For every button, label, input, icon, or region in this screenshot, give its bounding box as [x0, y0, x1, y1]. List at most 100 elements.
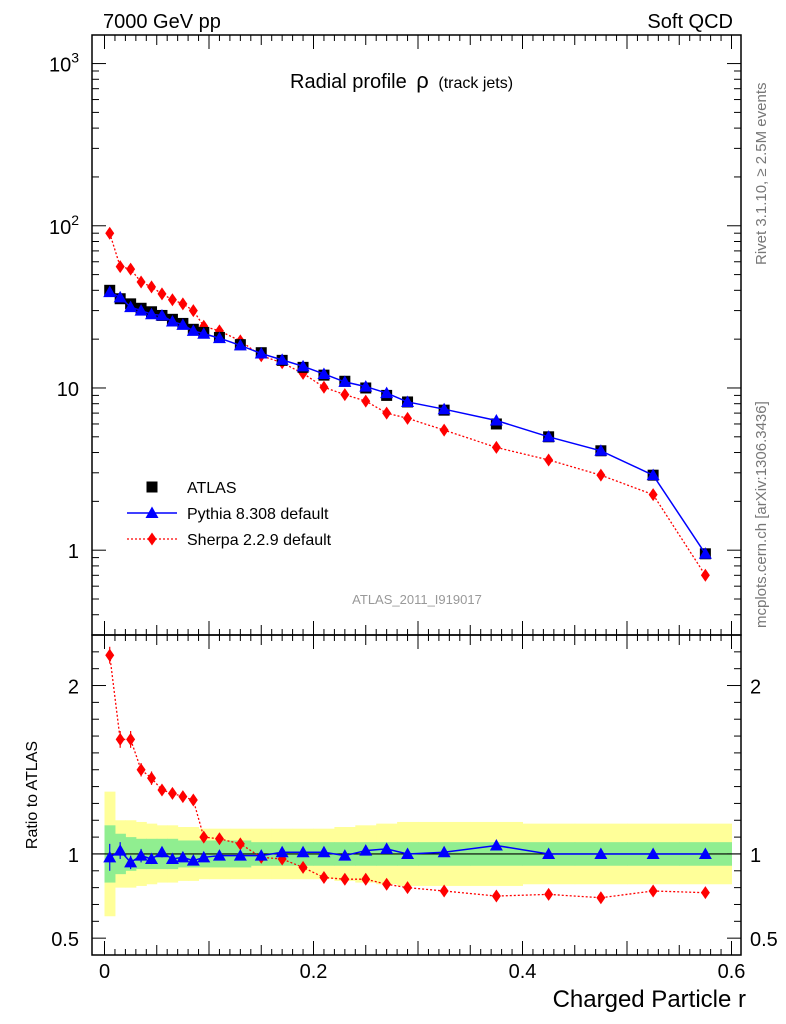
ratio-sherpa-point: [136, 763, 146, 777]
ratio-sherpa-point: [105, 648, 115, 662]
pythia-point: [359, 380, 373, 392]
ratio-pythia-point: [212, 849, 226, 861]
sherpa-point: [147, 280, 157, 294]
ratio-sherpa-point: [188, 793, 198, 807]
pythia-point: [698, 547, 712, 559]
pythia-point: [113, 290, 127, 303]
x-tick-label: 0.2: [300, 961, 328, 983]
pythia-point: [176, 318, 190, 330]
pythia-point: [489, 414, 503, 426]
ratio-y-tick-label: 1: [68, 845, 79, 867]
side-label-top: Rivet 3.1.10, ≥ 2.5M events: [753, 83, 770, 266]
ratio-sherpa-point: [596, 891, 606, 905]
ratio-y-axis: 0.5 0.5 1 1 2 2: [51, 634, 778, 956]
ratio-pythia-point: [646, 847, 660, 859]
ratio-sherpa-point: [199, 830, 209, 844]
analysis-ref: ATLAS_2011_I919017: [352, 592, 482, 607]
pythia-point: [646, 468, 660, 481]
ratio-pythia-point: [401, 847, 415, 859]
sherpa-point: [115, 260, 125, 274]
main-y-tick-label-base: 1: [68, 541, 79, 563]
ratio-sherpa-point: [382, 877, 392, 891]
ratio-pythia-point: [338, 849, 352, 861]
ratio-pythia-point: [380, 842, 394, 854]
main-y-tick-label-base: 10: [49, 217, 71, 239]
pythia-point: [338, 375, 352, 387]
x-tick-label: 0: [99, 961, 110, 983]
pythia-point: [124, 300, 138, 313]
ratio-pythia-point: [296, 845, 310, 858]
ratio-pythia-markers: [103, 839, 712, 868]
x-tick-label: 0.4: [509, 961, 537, 983]
x-axis: 0 0.2 0.4 0.6: [99, 35, 745, 983]
sherpa-point: [319, 380, 329, 394]
legend-label: ATLAS: [187, 480, 237, 497]
main-y-tick-label-base: 10: [57, 379, 79, 401]
sherpa-point: [178, 297, 188, 311]
ratio-y-label: Ratio to ATLAS: [24, 741, 41, 849]
legend: ATLAS Pythia 8.308 default Sherpa 2.2.9 de…: [127, 480, 332, 549]
ratio-pythia-point: [145, 852, 159, 864]
x-axis-label: Charged Particle r: [553, 986, 746, 1013]
sherpa-point: [136, 275, 146, 289]
pythia-point: [317, 367, 331, 379]
pythia-point: [594, 444, 608, 456]
pythia-point: [197, 327, 211, 339]
header-left: 7000 GeV pp: [103, 11, 221, 33]
sherpa-point: [544, 453, 554, 467]
pythia-point: [155, 308, 169, 321]
ratio-sherpa-point: [115, 732, 125, 746]
pythia-point: [145, 307, 159, 320]
ratio-pythia-point: [176, 850, 190, 863]
sherpa-point: [167, 293, 177, 307]
legend-pythia-marker: [145, 506, 159, 518]
legend-label: Pythia 8.308 default: [187, 506, 329, 523]
ratio-sherpa-point: [340, 872, 350, 886]
sherpa-point: [648, 488, 658, 502]
ratio-sherpa-point: [439, 884, 449, 898]
legend-label: Sherpa 2.2.9 default: [187, 532, 332, 549]
ratio-pythia-point: [124, 855, 138, 868]
sherpa-line: [109, 232, 706, 576]
pythia-point: [134, 304, 148, 316]
x-tick-label: 0.6: [718, 961, 746, 983]
sherpa-point: [188, 304, 198, 318]
ratio-sherpa-line: [109, 655, 706, 899]
main-y-tick-label: 10: [57, 379, 79, 401]
sherpa-point: [439, 423, 449, 437]
sherpa-point: [596, 468, 606, 482]
ratio-sherpa-point: [214, 832, 224, 846]
sherpa-point: [403, 411, 413, 425]
ratio-pythia-point: [165, 852, 179, 864]
ratio-pythia-point: [489, 839, 503, 851]
pythia-point: [165, 314, 179, 327]
legend-atlas-marker: [146, 481, 158, 493]
pythia-point: [186, 324, 200, 336]
ratio-sherpa-point: [157, 783, 167, 797]
header-right: Soft QCD: [647, 11, 733, 33]
ratio-pythia-point: [594, 847, 608, 859]
ratio-sherpa-point: [403, 881, 413, 895]
ratio-plot-content: [92, 646, 741, 917]
ratio-sherpa-point: [648, 884, 658, 898]
ratio-pythia-point: [134, 849, 148, 861]
pythia-point: [103, 285, 117, 298]
main-y-tick-label: 103: [49, 50, 79, 77]
ratio-sherpa-point: [491, 889, 501, 903]
ratio-pythia-point: [359, 844, 373, 856]
ratio-pythia-point: [437, 845, 451, 858]
main-y-tick-label: 102: [49, 212, 79, 239]
ratio-sherpa-point: [361, 872, 371, 886]
pythia-point: [542, 430, 556, 442]
main-title-suffix: (track jets): [438, 75, 513, 92]
ratio-sherpa-point: [178, 790, 188, 804]
main-y-tick-label-exponent: 3: [71, 50, 79, 66]
ratio-y-tick-label: 2: [68, 677, 79, 699]
ratio-y-tick-label-right: 0.5: [750, 929, 778, 951]
ratio-pythia-point: [155, 845, 169, 858]
ratio-sherpa-point: [235, 837, 245, 851]
ratio-pythia-point: [317, 845, 331, 858]
ratio-pythia-point: [186, 854, 200, 866]
